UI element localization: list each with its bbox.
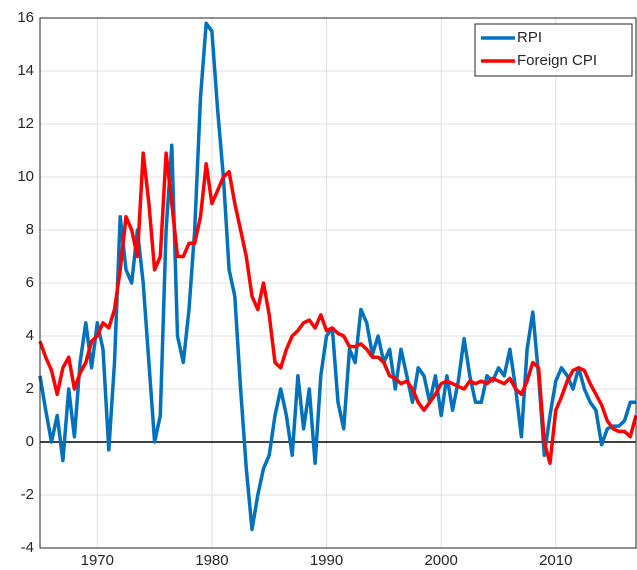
y-tick-label: 12	[17, 115, 34, 132]
x-tick-label: 1970	[81, 552, 114, 565]
y-tick-label: 2	[26, 380, 34, 397]
legend-label: Foreign CPI	[517, 52, 597, 69]
y-tick-label: 0	[26, 433, 34, 450]
y-tick-label: 6	[26, 274, 34, 291]
x-tick-label: 2000	[424, 552, 457, 565]
y-tick-label: 16	[17, 9, 34, 26]
x-tick-label: 1980	[195, 552, 228, 565]
x-tick-label: 1990	[310, 552, 343, 565]
legend: RPI Foreign CPI	[474, 23, 633, 77]
y-tick-label: 14	[17, 62, 34, 79]
series-line	[38, 151, 637, 465]
plot-frame	[39, 17, 637, 549]
legend-box	[474, 23, 633, 77]
y-tick-label: -4	[21, 539, 34, 556]
y-tick-label: 4	[26, 327, 34, 344]
y-tick-label: 8	[26, 221, 34, 238]
legend-label: RPI	[517, 29, 542, 46]
x-tick-label: 2010	[539, 552, 572, 565]
y-tick-label: -2	[21, 486, 34, 503]
y-tick-label: 10	[17, 168, 34, 185]
